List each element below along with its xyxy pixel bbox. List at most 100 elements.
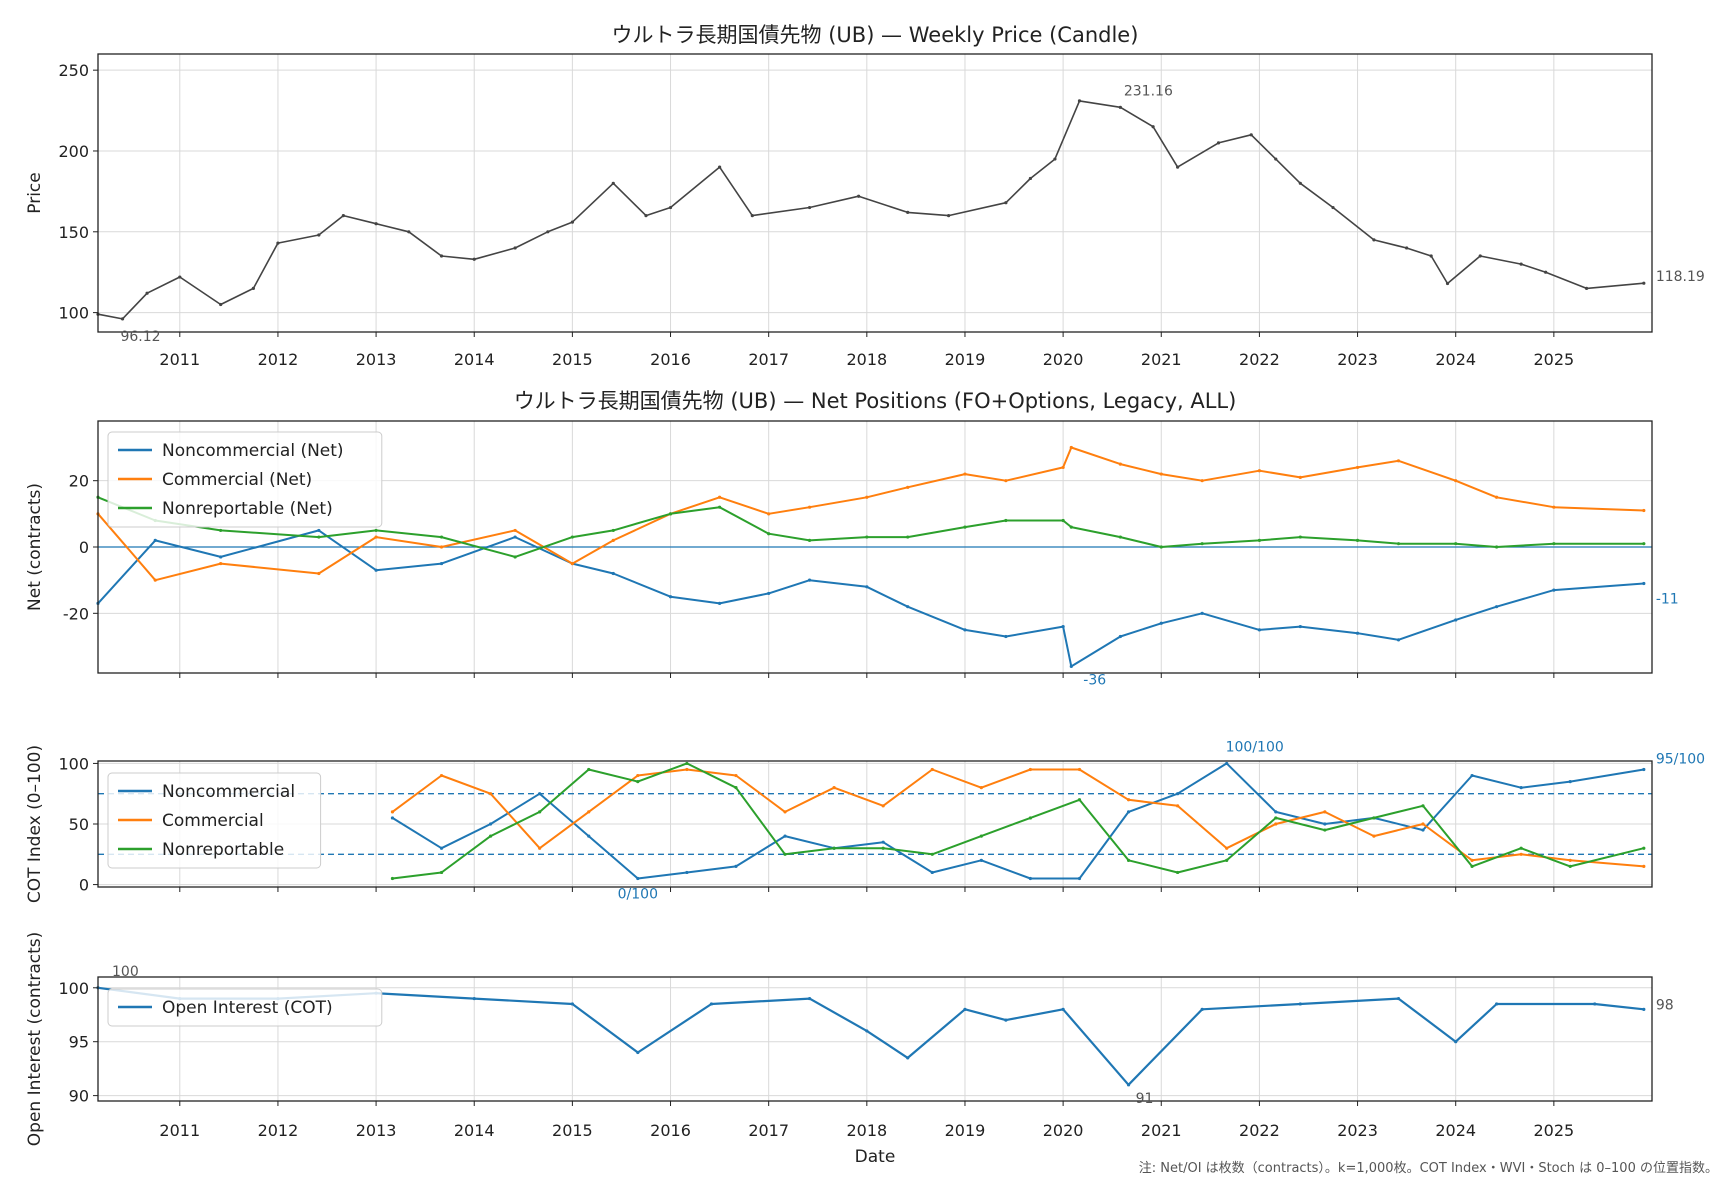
x-tick-label: 2015 (552, 350, 593, 369)
price-data-point (219, 302, 223, 307)
cot-data-point (1274, 816, 1278, 820)
price-data-point (1274, 157, 1278, 161)
price-data-point (1519, 262, 1523, 266)
cot-data-point (1568, 864, 1572, 869)
net-data-point (1257, 628, 1262, 632)
cot-data-point (1568, 858, 1572, 862)
net-data-point (1069, 445, 1073, 450)
x-tick-label: 2020 (1043, 350, 1084, 369)
price-data-point (668, 205, 673, 210)
net-data-point (1396, 459, 1401, 463)
price-data-point (1053, 157, 1057, 161)
price-data-point (145, 291, 149, 295)
price-data-point (570, 220, 574, 224)
net-data-point (374, 535, 378, 539)
net-data-point (767, 532, 771, 536)
y-tick-label: 20 (69, 472, 89, 491)
x-tick-label: 2018 (846, 1121, 887, 1140)
oi-start-annotation: 100 (112, 964, 139, 980)
cot-data-point (439, 846, 444, 850)
cot-data-point (1642, 846, 1646, 850)
cot-data-point (439, 870, 444, 875)
net-series-line (97, 446, 1644, 582)
net-data-point (219, 528, 223, 533)
net-data-point (317, 528, 321, 533)
net-data-point (963, 525, 967, 529)
cot-data-point (1470, 858, 1474, 862)
price-series-line (97, 100, 1644, 320)
price-data-point (1429, 254, 1433, 258)
net-data-point (1552, 542, 1556, 546)
net-data-point (906, 535, 910, 539)
net-data-point (1495, 495, 1499, 499)
cot-data-point (488, 792, 493, 796)
cot-data-point (832, 786, 836, 790)
net-data-point (439, 545, 444, 549)
net-data-point (219, 555, 223, 559)
cot-data-point (685, 761, 689, 766)
net-data-point (1159, 621, 1163, 625)
oi-data-point (807, 996, 812, 1001)
oi-data-point (636, 1050, 640, 1055)
oi-data-point (472, 996, 476, 1001)
price-data-point (1372, 238, 1376, 242)
price-high-annotation: 231.16 (1124, 83, 1173, 99)
cot-data-point (538, 846, 542, 850)
cot-legend-label: Nonreportable (162, 840, 284, 860)
price-data-point (807, 205, 812, 210)
net-legend-box (107, 431, 383, 528)
cot-data-point (930, 767, 934, 772)
net-data-point (1004, 634, 1008, 639)
oi-data-point (963, 1007, 967, 1011)
cot-data-point (783, 834, 787, 838)
oi-data-point (906, 1056, 910, 1060)
net-data-point (1298, 624, 1302, 629)
cot-data-point (881, 840, 885, 844)
oi-data-point (1642, 1007, 1646, 1011)
net-data-point (1355, 465, 1360, 470)
cot-data-point (587, 810, 591, 814)
cot-data-point (1421, 804, 1425, 808)
net-data-point (153, 578, 157, 582)
net-data-point (1159, 545, 1163, 549)
x-tick-label: 2021 (1141, 1121, 1182, 1140)
cot-data-point (587, 834, 591, 838)
oi-legend-label: Open Interest (COT) (162, 998, 333, 1018)
cot-data-point (783, 810, 787, 814)
net-legend-label: Nonreportable (Net) (162, 499, 333, 519)
x-tick-label: 2019 (945, 350, 986, 369)
cot-series-line (391, 768, 1644, 868)
cot-legend-box (107, 772, 322, 869)
price-data-point (1216, 141, 1221, 145)
price-data-point (1151, 125, 1155, 129)
price-title: ウルトラ長期国債先物 (UB) — Weekly Price (Candle) (612, 23, 1139, 47)
cot-data-point (1642, 767, 1646, 772)
net-ylabel: Net (contracts) (25, 483, 45, 611)
net-data-point (1642, 542, 1646, 546)
y-tick-label: 100 (58, 754, 89, 773)
cot-data-point (1519, 786, 1523, 790)
y-tick-label: 50 (69, 815, 89, 834)
net-data-point (1495, 605, 1499, 609)
net-data-point (865, 535, 869, 539)
cot-data-point (1176, 792, 1180, 796)
x-tick-label: 2018 (846, 350, 887, 369)
net-data-point (1495, 545, 1499, 549)
net-min-annotation: -36 (1083, 672, 1106, 688)
net-series-line (97, 529, 1644, 668)
net-data-point (1642, 581, 1646, 586)
net-data-point (1118, 462, 1122, 466)
net-last-annotation: -11 (1656, 591, 1679, 607)
y-tick-label: 200 (58, 142, 89, 161)
y-tick-label: 100 (58, 304, 89, 323)
x-tick-label: 2022 (1239, 350, 1280, 369)
price-data-point (1584, 286, 1589, 290)
net-data-point (513, 555, 517, 559)
cot-legend-label: Commercial (162, 811, 264, 831)
price-data-point (1028, 176, 1032, 181)
oi-data-point (865, 1029, 869, 1033)
cot-data-point (1642, 864, 1646, 869)
cot-series-line (391, 762, 1644, 880)
net-series-line (97, 496, 1644, 558)
oi-xlabel: Date (855, 1147, 896, 1167)
